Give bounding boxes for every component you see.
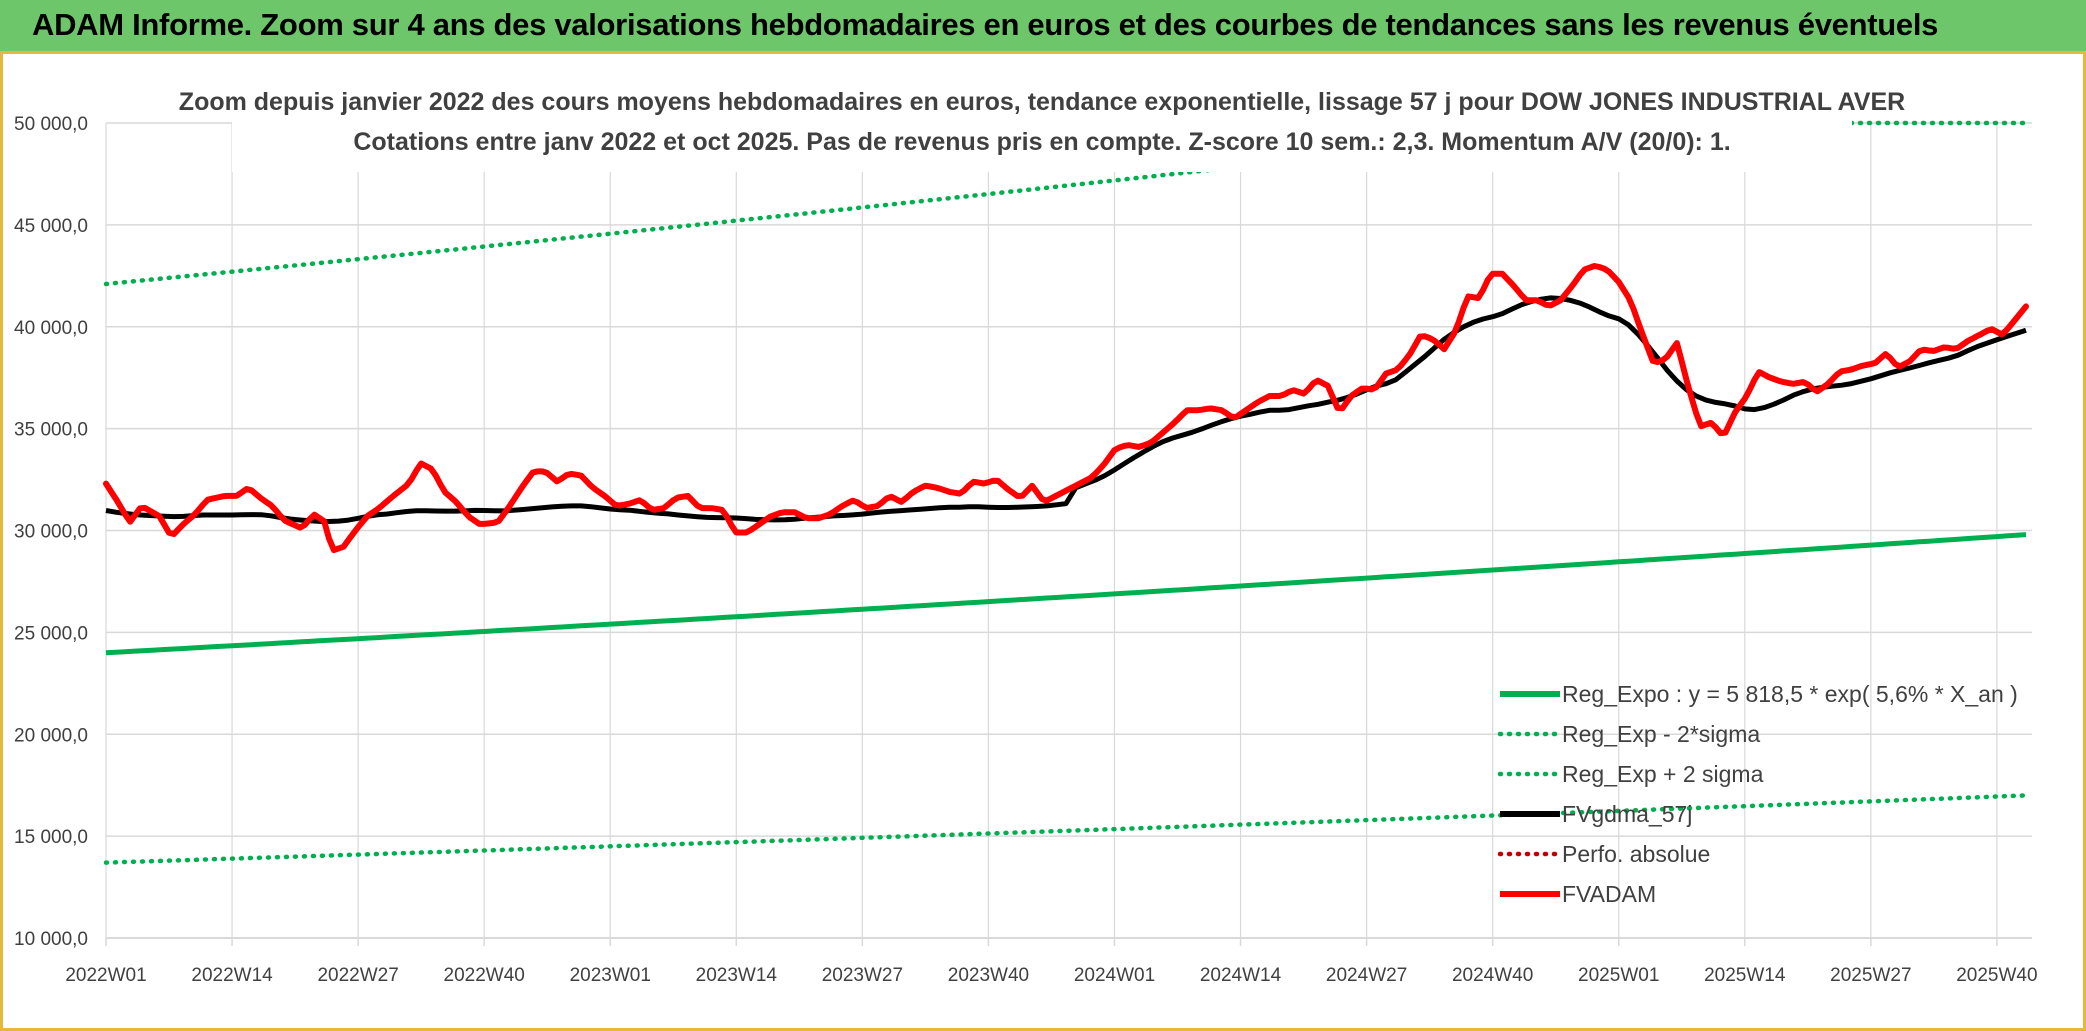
series-group bbox=[103, 120, 2033, 865]
reg-exp-minus-2sigma-line bbox=[103, 793, 2029, 865]
x-tick-label: 2024W40 bbox=[1452, 965, 1533, 986]
x-tick-label: 2023W40 bbox=[948, 965, 1029, 986]
legend-label: Reg_Expo : y = 5 818,5 * exp( 5,6% * X_a… bbox=[1562, 681, 2018, 707]
chart-subtitle: Cotations entre janv 2022 et oct 2025. P… bbox=[353, 128, 1730, 156]
y-tick-label: 40 000,0 bbox=[14, 318, 88, 339]
y-tick-label: 35 000,0 bbox=[14, 420, 88, 441]
report-title: ADAM Informe. Zoom sur 4 ans des valoris… bbox=[32, 7, 1939, 42]
y-axis: 10 000,0 15 000,0 20 000,0 25 000,0 30 000,0… bbox=[14, 114, 88, 950]
reg-expo-line bbox=[105, 532, 2027, 656]
legend-label: Reg_Exp + 2 sigma bbox=[1562, 761, 1764, 787]
y-tick-label: 25 000,0 bbox=[14, 623, 88, 644]
fvadam-line bbox=[103, 263, 2029, 554]
y-tick-label: 15 000,0 bbox=[14, 827, 88, 848]
x-tick-label: 2024W14 bbox=[1200, 965, 1282, 986]
report-banner: ADAM Informe. Zoom sur 4 ans des valoris… bbox=[0, 0, 2086, 54]
y-tick-label: 20 000,0 bbox=[14, 725, 88, 746]
x-tick-label: 2022W40 bbox=[444, 965, 525, 986]
y-tick-label: 30 000,0 bbox=[14, 522, 88, 543]
x-tick-label: 2025W01 bbox=[1578, 965, 1659, 986]
legend-label: Perfo. absolue bbox=[1562, 841, 1710, 867]
x-tick-label: 2023W27 bbox=[822, 965, 903, 986]
grid bbox=[105, 122, 2032, 939]
legend: Reg_Expo : y = 5 818,5 * exp( 5,6% * X_a… bbox=[1497, 681, 2018, 907]
x-tick-label: 2023W01 bbox=[570, 965, 651, 986]
x-tick-label: 2025W40 bbox=[1956, 965, 2037, 986]
legend-label: FVgdma_57j bbox=[1562, 801, 1692, 827]
x-tick-label: 2022W01 bbox=[65, 965, 146, 986]
x-tick-label: 2024W01 bbox=[1074, 965, 1155, 986]
x-axis: 2022W01 2022W14 2022W27 2022W40 2023W01 2023W… bbox=[65, 937, 2038, 986]
y-tick-label: 50 000,0 bbox=[14, 114, 88, 135]
legend-label: FVADAM bbox=[1562, 881, 1656, 907]
title-background bbox=[232, 82, 1852, 172]
x-tick-label: 2024W27 bbox=[1326, 965, 1407, 986]
fvgdma-57j-line bbox=[105, 295, 2027, 524]
chart-title: Zoom depuis janvier 2022 des cours moyen… bbox=[179, 88, 1905, 116]
x-tick-label: 2025W14 bbox=[1704, 965, 1786, 986]
y-tick-label: 10 000,0 bbox=[14, 929, 88, 950]
legend-label: Reg_Exp - 2*sigma bbox=[1562, 721, 1760, 747]
title-gap bbox=[1855, 112, 1895, 118]
x-tick-label: 2025W27 bbox=[1830, 965, 1911, 986]
x-tick-label: 2022W14 bbox=[191, 965, 273, 986]
x-tick-label: 2023W14 bbox=[696, 965, 778, 986]
chart-frame bbox=[0, 54, 2086, 1031]
y-tick-label: 45 000,0 bbox=[14, 216, 88, 237]
x-tick-label: 2022W27 bbox=[317, 965, 398, 986]
